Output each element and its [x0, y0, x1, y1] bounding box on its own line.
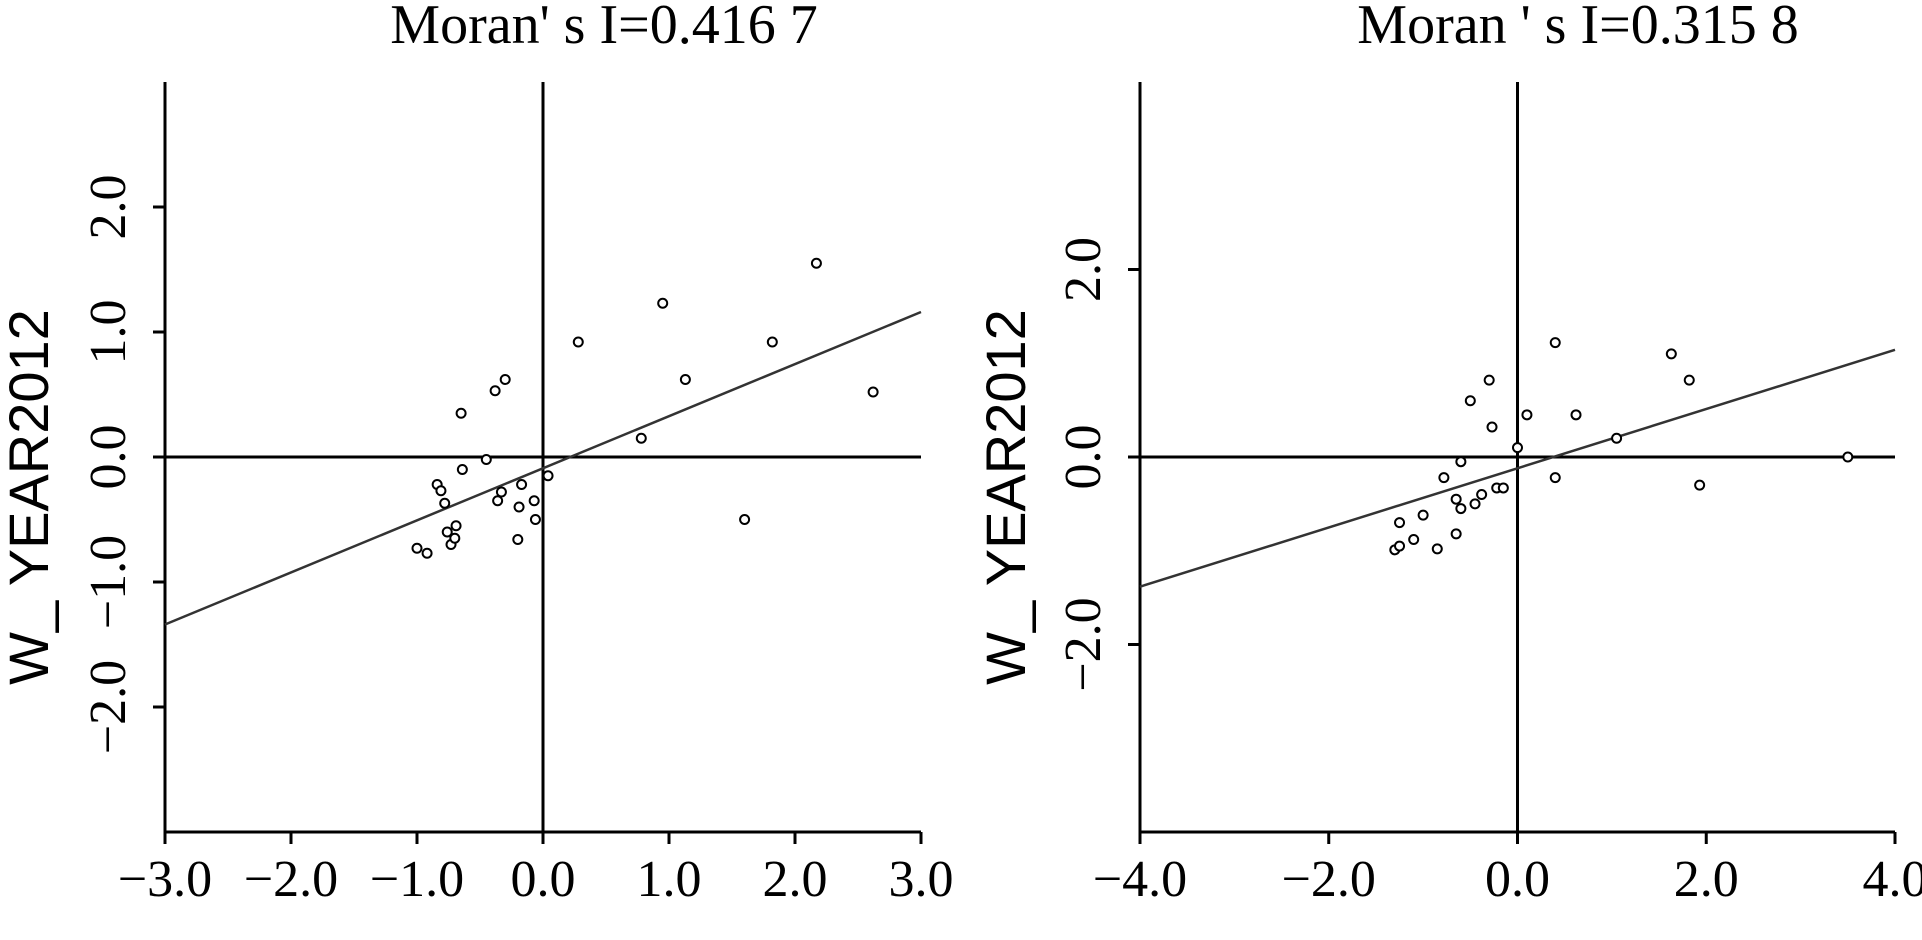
scatter-point — [1521, 409, 1533, 421]
scatter-point — [542, 470, 554, 482]
scatter-point — [1431, 543, 1443, 555]
scatter-point — [1464, 395, 1476, 407]
y-tick-label: −2.0 — [80, 660, 137, 754]
scatter-point — [679, 374, 691, 385]
scatter-point — [411, 542, 423, 554]
scatter-point — [516, 479, 528, 490]
scatter-point — [635, 432, 647, 444]
y-tick-label: 0.0 — [80, 425, 137, 490]
panel-2-marks: −4.0 −2.0 0.0 2.0 4.0 −2.0 0.0 2.0 — [1055, 82, 1922, 908]
scatter-point — [489, 385, 501, 397]
scatter-point — [1570, 409, 1582, 421]
scatter-point — [513, 501, 525, 513]
scatter-point — [1483, 374, 1495, 386]
x-tick-label: −2.0 — [244, 851, 338, 908]
y-axis-label-2: W_ YEAR2012 — [974, 309, 1037, 685]
scatter-point — [439, 497, 451, 509]
scatter-point — [657, 297, 669, 309]
scatter-point — [1665, 348, 1677, 360]
x-tick-label: 1.0 — [637, 851, 702, 908]
scatter-point — [810, 257, 822, 269]
scatter-point — [421, 547, 433, 559]
scatter-point — [1497, 482, 1509, 494]
scatter-point — [1455, 503, 1467, 515]
scatter-point — [1450, 493, 1462, 505]
scatter-point — [492, 495, 504, 507]
scatter-point — [1549, 472, 1561, 484]
y-tick-label: 2.0 — [80, 175, 137, 240]
y-tick-label: 2.0 — [1055, 237, 1112, 302]
scatter-point — [1611, 432, 1623, 444]
scatter-point — [480, 454, 492, 465]
moran-panel-1: Moran' s I=0.416 7 W_ YEAR2012 −3.0 −2.0−… — [0, 0, 954, 908]
scatter-point — [499, 374, 511, 385]
regression-line — [164, 310, 922, 626]
scatter-point — [456, 464, 468, 475]
scatter-point — [1455, 456, 1467, 468]
scatter-point — [1394, 540, 1406, 552]
y-tick-label: −1.0 — [80, 535, 137, 629]
scatter-point — [1842, 451, 1854, 463]
x-tick-label: 0.0 — [1485, 851, 1550, 908]
x-tick-label: −4.0 — [1093, 851, 1187, 908]
scatter-point — [1512, 442, 1523, 454]
scatter-point — [766, 336, 778, 348]
y-tick-label: 1.0 — [80, 300, 137, 365]
scatter-point — [1683, 374, 1695, 386]
scatter-point — [1469, 498, 1481, 510]
scatter-point — [1476, 489, 1488, 500]
scatter-point — [450, 520, 462, 532]
x-tick-label: −1.0 — [370, 851, 464, 908]
scatter-point — [739, 514, 751, 525]
scatter-point — [441, 526, 453, 538]
scatter-point — [1549, 337, 1561, 349]
scatter-point — [529, 514, 541, 525]
scatter-point — [1394, 517, 1406, 529]
y-tick-label: 0.0 — [1055, 425, 1112, 490]
scatter-point — [1450, 528, 1462, 540]
regression-line — [1139, 348, 1896, 588]
x-tick-label: 2.0 — [1674, 851, 1739, 908]
y-tick-label: −2.0 — [1055, 597, 1112, 691]
scatter-point — [867, 386, 879, 398]
scatter-point — [455, 407, 467, 419]
scatter-point — [1486, 421, 1498, 433]
scatter-point — [1694, 479, 1706, 491]
x-tick-label: 0.0 — [511, 851, 576, 908]
scatter-point — [528, 495, 540, 507]
scatter-point — [512, 534, 524, 545]
scatter-point — [435, 485, 447, 497]
chart-title-2: Moran ' s I=0.315 8 — [1357, 0, 1798, 56]
x-tick-label: −3.0 — [118, 851, 212, 908]
scatter-point — [1417, 509, 1429, 521]
x-tick-label: 3.0 — [889, 851, 954, 908]
scatter-point — [1438, 472, 1450, 484]
panel-1-marks: −3.0 −2.0 −1.0 0.0 1.0 2.0 3.0 −2.0 −1.0 0.0 1.0 2.… — [80, 82, 954, 908]
y-axis-label-1: W_ YEAR2012 — [0, 309, 60, 685]
scatter-point — [495, 486, 507, 498]
x-tick-label: −2.0 — [1282, 851, 1376, 908]
chart-title-1: Moran' s I=0.416 7 — [390, 0, 817, 56]
scatter-point — [1408, 534, 1420, 545]
moran-panel-2: Moran ' s I=0.315 8 W_ YEAR2012 −4.0 −2.0… — [974, 0, 1922, 908]
scatter-point — [449, 532, 461, 544]
scatter-point — [572, 336, 584, 348]
x-tick-label: 2.0 — [763, 851, 828, 908]
x-tick-label: 4.0 — [1863, 851, 1922, 908]
